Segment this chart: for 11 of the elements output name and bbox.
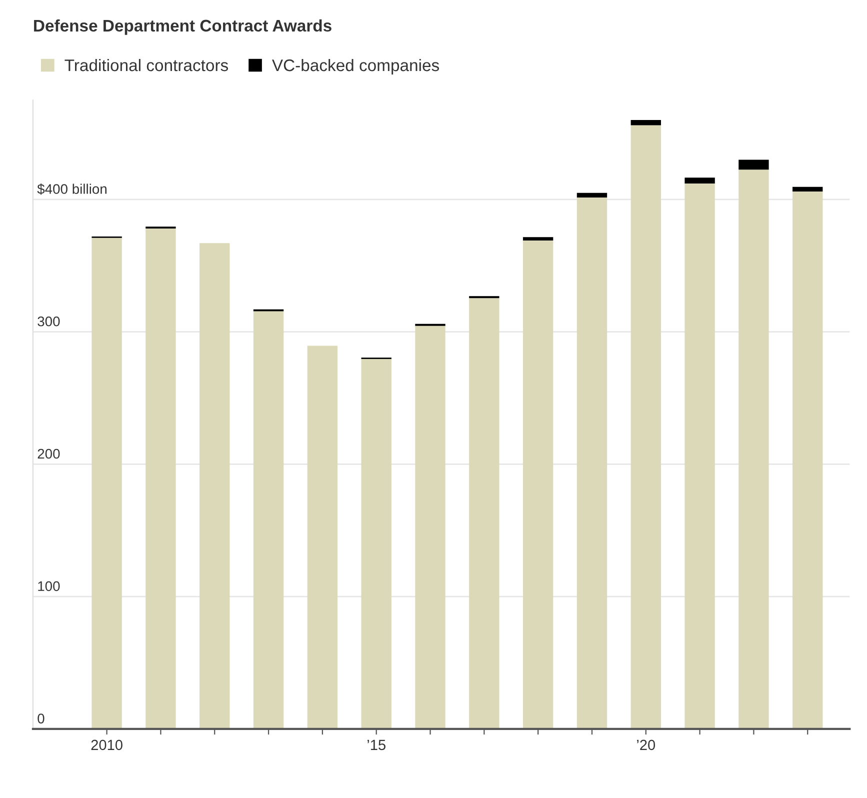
y-tick-label: $400 billion (37, 183, 106, 195)
x-tick-label: ’20 (637, 740, 656, 750)
legend-label: VC-backed companies (272, 58, 439, 75)
legend-label: Traditional contractors (64, 58, 228, 72)
x-tick-label: 2010 (91, 740, 122, 750)
y-tick-label: 300 (38, 316, 60, 326)
y-tick-label: 100 (38, 581, 60, 592)
chart-title: Defense Department Contract Awards (34, 19, 332, 35)
y-tick-label: 0 (38, 714, 44, 724)
x-tick-label: ’15 (368, 740, 386, 750)
y-tick-label: 200 (38, 448, 60, 459)
